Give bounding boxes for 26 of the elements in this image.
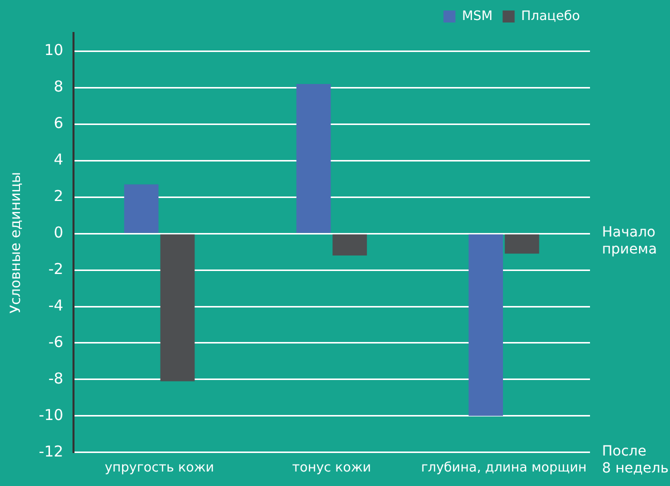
bar xyxy=(160,234,195,382)
x-tick-label: глубина, длина морщин xyxy=(421,460,587,476)
y-tick-label: -12 xyxy=(38,442,64,460)
y-tick-label: -8 xyxy=(48,369,64,388)
y-tick-label: 4 xyxy=(54,150,64,169)
bar xyxy=(332,234,367,256)
bar xyxy=(296,84,331,233)
y-tick-label: -10 xyxy=(38,406,64,424)
bar xyxy=(504,234,540,254)
x-tick-label: упругость кожи xyxy=(104,460,214,476)
y-tick-label: 0 xyxy=(54,223,64,242)
bar xyxy=(124,184,159,233)
y-tick-label: 2 xyxy=(54,187,64,206)
bar xyxy=(468,234,503,416)
y-tick-label: 10 xyxy=(44,41,64,60)
y-tick-label: -6 xyxy=(48,332,64,351)
legend-label: MSM xyxy=(462,8,493,24)
y-tick-label: -4 xyxy=(48,296,64,314)
legend-label: Плацебо xyxy=(521,8,580,24)
y-tick-label: -2 xyxy=(48,260,64,278)
x-tick-label: тонус кожи xyxy=(292,460,372,476)
y-axis-title: Условные единицы xyxy=(8,172,24,314)
y-tick-label: 8 xyxy=(54,78,64,96)
text: Начало приема xyxy=(602,224,657,258)
y-tick-label: 6 xyxy=(54,114,64,132)
text: После 8 недель xyxy=(602,444,669,477)
